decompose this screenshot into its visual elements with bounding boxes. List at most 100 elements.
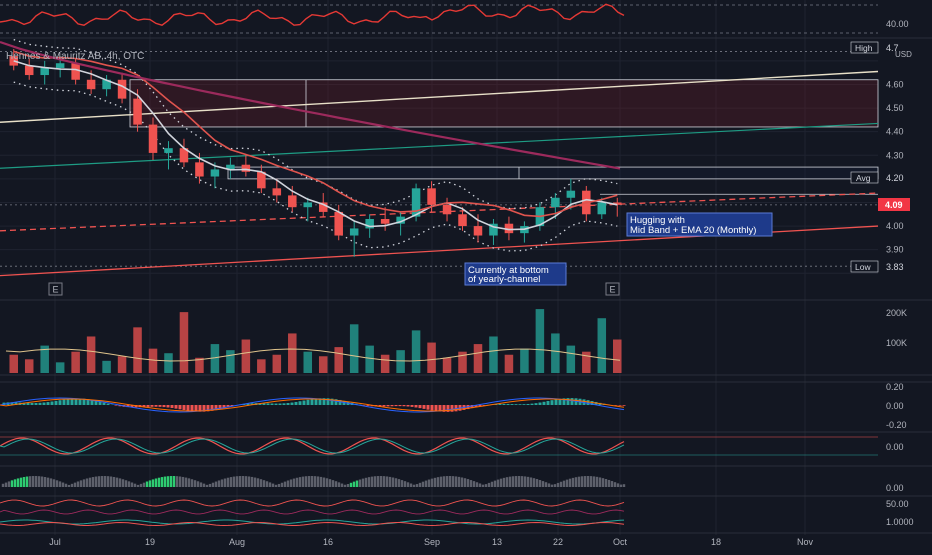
- volume-bar-3: [56, 362, 65, 373]
- macd-hist: [103, 403, 106, 405]
- macd-hist: [71, 399, 74, 405]
- macd-hist: [187, 405, 190, 411]
- macd-hist: [555, 399, 558, 405]
- volume-bar-39: [613, 340, 622, 373]
- hist-bar: [134, 484, 136, 487]
- hist-bar: [152, 479, 154, 487]
- hist-bar: [431, 479, 433, 487]
- volume-bar-27: [427, 343, 436, 373]
- hist-bar: [32, 476, 34, 487]
- x-tick-6: 22: [553, 537, 563, 547]
- hist-bar: [107, 476, 109, 487]
- volume-bar-18: [288, 333, 297, 373]
- ratio-tick: 1.0000: [886, 517, 914, 527]
- x-tick-2: Aug: [229, 537, 245, 547]
- hist-bar: [500, 479, 502, 487]
- hist-bar: [566, 480, 568, 487]
- candle-body-17: [273, 188, 282, 195]
- macd-hist: [295, 402, 298, 405]
- macd-hist: [567, 398, 570, 405]
- hist-bar: [275, 485, 277, 487]
- macd-hist: [535, 403, 538, 405]
- macd-hist: [395, 405, 398, 406]
- candle-body-3: [56, 63, 65, 68]
- volume-bar-19: [304, 352, 313, 373]
- hist-bar: [368, 477, 370, 487]
- volume-bar-35: [551, 333, 560, 373]
- hist-bar: [23, 477, 25, 487]
- hist-bar: [584, 476, 586, 487]
- hist-bar: [479, 483, 481, 487]
- hist-bar: [326, 478, 328, 487]
- hist-bar: [197, 481, 199, 487]
- candle-body-5: [87, 80, 96, 89]
- hist-bar: [407, 482, 409, 487]
- macd-hist: [543, 402, 546, 405]
- macd-hist: [435, 405, 438, 411]
- macd-hist: [35, 403, 38, 405]
- macd-hist: [587, 400, 590, 405]
- y-tick-7: 4.00: [886, 221, 904, 231]
- hist-bar: [182, 477, 184, 487]
- hist-bar: [50, 478, 52, 487]
- svg-text:Avg: Avg: [856, 173, 871, 183]
- hist-bar: [530, 477, 532, 487]
- hist-bar: [167, 476, 169, 487]
- hist-bar: [170, 476, 172, 487]
- volume-bar-33: [520, 349, 529, 373]
- hist-bar: [149, 480, 151, 487]
- volume-bar-23: [365, 346, 374, 373]
- macd-hist: [307, 400, 310, 405]
- x-tick-4: Sep: [424, 537, 440, 547]
- hist-bar: [227, 478, 229, 487]
- candle-body-4: [71, 63, 80, 80]
- hist-bar: [596, 477, 598, 487]
- hist-bar: [392, 477, 394, 487]
- hist-bar: [443, 476, 445, 487]
- hist-bar: [80, 480, 82, 487]
- hist-bar: [236, 476, 238, 487]
- candle-body-18: [288, 195, 297, 207]
- hist-bar: [458, 477, 460, 487]
- hist-bar: [71, 484, 73, 487]
- hist-bar: [497, 480, 499, 487]
- hist-bar: [614, 482, 616, 487]
- macd-hist: [511, 404, 514, 405]
- hist-bar: [512, 476, 514, 487]
- volume-bar-6: [102, 361, 111, 373]
- range-box-top: [130, 80, 878, 127]
- hist-bar: [395, 478, 397, 487]
- macd-hist: [183, 405, 186, 410]
- earnings-marker-1[interactable]: E: [49, 283, 62, 295]
- hist-bar: [44, 477, 46, 487]
- hist-bar: [83, 479, 85, 487]
- hist-bar: [575, 477, 577, 487]
- macd-hist: [387, 405, 390, 406]
- macd-hist: [155, 405, 158, 407]
- hist-bar: [467, 479, 469, 487]
- hist-bar: [470, 480, 472, 487]
- x-tick-5: 13: [492, 537, 502, 547]
- y-tick-8: 3.90: [886, 245, 904, 255]
- hist-bar: [491, 482, 493, 487]
- svg-text:E: E: [52, 285, 58, 295]
- volume-bar-5: [87, 336, 96, 373]
- candle-body-9: [149, 125, 158, 153]
- hist-bar: [551, 485, 553, 487]
- hist-bar: [203, 484, 205, 487]
- hist-bar: [299, 477, 301, 487]
- macd-hist: [59, 400, 62, 405]
- volume-tick-0: 200K: [886, 308, 907, 318]
- hist-bar: [569, 479, 571, 487]
- hist-bar: [206, 485, 208, 487]
- hist-bar: [473, 481, 475, 487]
- candle-body-19: [304, 202, 313, 207]
- hist-bar: [233, 477, 235, 487]
- macd-hist: [315, 399, 318, 405]
- hist-bar: [539, 480, 541, 487]
- macd-tick-2: -0.20: [886, 420, 907, 430]
- hist-bar: [221, 479, 223, 487]
- earnings-marker-2[interactable]: E: [606, 283, 619, 295]
